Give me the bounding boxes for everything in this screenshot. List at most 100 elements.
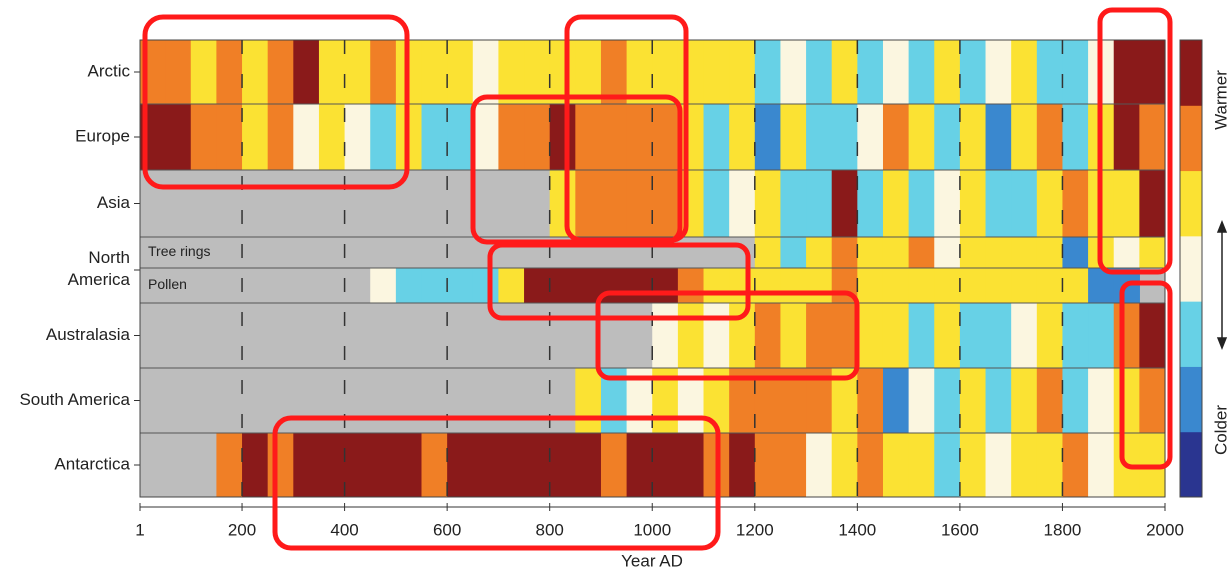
- heat-cell: [1011, 170, 1038, 237]
- heat-cell: [267, 104, 294, 170]
- heat-cell: [318, 433, 346, 497]
- heat-cell: [190, 104, 218, 170]
- heat-cell: [754, 268, 782, 303]
- heat-cell: [985, 368, 1012, 433]
- heat-cell: [857, 237, 884, 268]
- heat-cell: [780, 104, 807, 170]
- colorbar-segment: [1180, 170, 1202, 237]
- heat-cell: [677, 433, 705, 497]
- heat-cell: [1113, 237, 1140, 268]
- heat-cell: [831, 303, 858, 368]
- x-tick-label: 600: [433, 520, 461, 539]
- heat-cell: [908, 104, 935, 170]
- heat-cell: [934, 433, 961, 497]
- heat-cell: [242, 104, 269, 170]
- heat-cell: [1011, 268, 1038, 303]
- heat-cell: [1139, 170, 1166, 237]
- x-tick-label: 1600: [941, 520, 979, 539]
- heat-cell: [959, 268, 987, 303]
- heat-cell: [549, 104, 576, 170]
- colorbar-frame: [1179, 39, 1203, 498]
- heat-cell: [1062, 268, 1089, 303]
- heat-cell: [1139, 368, 1166, 433]
- heat-cell: [780, 433, 807, 497]
- heat-cell: [882, 268, 910, 303]
- heat-cell: [293, 40, 320, 104]
- heat-cell: [318, 104, 346, 170]
- colorbar-segment: [1180, 301, 1202, 367]
- heat-cell: [1062, 104, 1089, 170]
- x-tick-label: 2000: [1146, 520, 1184, 539]
- heat-cell: [549, 40, 576, 104]
- heat-cell: [293, 104, 320, 170]
- heat-cell: [549, 170, 576, 237]
- row-label: Australasia: [46, 325, 131, 344]
- heat-cell: [344, 40, 371, 104]
- heat-cell: [1062, 40, 1089, 104]
- heat-cell: [754, 40, 782, 104]
- heat-cell: [1062, 303, 1089, 368]
- heat-cell: [626, 268, 653, 303]
- row-label: Antarctica: [54, 454, 130, 473]
- heat-cell: [600, 104, 628, 170]
- overlay: Arctic Europe Asia Tree rings Pollen North Ame…: [19, 39, 1203, 539]
- heat-cell: [498, 268, 525, 303]
- heat-cell: [908, 268, 935, 303]
- heat-cell: [908, 368, 935, 433]
- heat-cell: [754, 433, 782, 497]
- heat-cell: [729, 40, 756, 104]
- heat-cell: [600, 40, 628, 104]
- heat-cell: [1139, 237, 1166, 268]
- heat-cell: [1113, 40, 1140, 104]
- heat-cell: [575, 40, 602, 104]
- heat-cell: [985, 170, 1012, 237]
- heat-cell: [1036, 237, 1064, 268]
- heat-cell: [908, 170, 935, 237]
- heat-cell: [677, 303, 705, 368]
- heat-cell: [934, 368, 961, 433]
- heat-cell: [575, 170, 602, 237]
- heat-cell: [677, 40, 705, 104]
- heat-cell: [1113, 104, 1140, 170]
- heat-cell: [831, 433, 858, 497]
- heat-cell: [857, 368, 884, 433]
- heat-cell: [421, 40, 448, 104]
- heat-cell: [857, 303, 884, 368]
- colorbar-segment: [1180, 366, 1202, 433]
- heat-cell: [1011, 237, 1038, 268]
- heat-cell: [934, 303, 961, 368]
- heat-cell: [1139, 303, 1166, 368]
- heat-cell: [447, 40, 474, 104]
- heat-cell: [703, 40, 730, 104]
- heat-cell: [729, 268, 756, 303]
- heat-cell: [370, 40, 397, 104]
- colorbar-arrow: [1216, 219, 1228, 351]
- heat-cell: [857, 170, 884, 237]
- heat-cell: [216, 104, 243, 170]
- heat-cell: [729, 433, 756, 497]
- heat-cell: [600, 268, 628, 303]
- x-tick-label: 400: [330, 520, 358, 539]
- heat-cell: [370, 104, 397, 170]
- heat-cell: [216, 433, 243, 497]
- heat-cell: [985, 268, 1012, 303]
- heat-cell: [575, 368, 602, 433]
- x-tick-label: 1000: [633, 520, 671, 539]
- heat-cell: [806, 40, 833, 104]
- heat-cell: [626, 104, 653, 170]
- heat-cell: [242, 433, 269, 497]
- heat-cell: [472, 40, 500, 104]
- heat-cell: [959, 40, 987, 104]
- heat-cell: [498, 433, 525, 497]
- heat-cell: [908, 433, 935, 497]
- heat-cell: [959, 170, 987, 237]
- annotation-boxes: [142, 7, 1173, 551]
- heat-cell: [1062, 170, 1089, 237]
- colorbar-segment: [1180, 235, 1202, 302]
- heat-cell: [1036, 104, 1064, 170]
- heat-cell: [780, 170, 807, 237]
- heat-cell: [806, 170, 833, 237]
- heat-cell: [1036, 368, 1064, 433]
- x-tick-label: 800: [536, 520, 564, 539]
